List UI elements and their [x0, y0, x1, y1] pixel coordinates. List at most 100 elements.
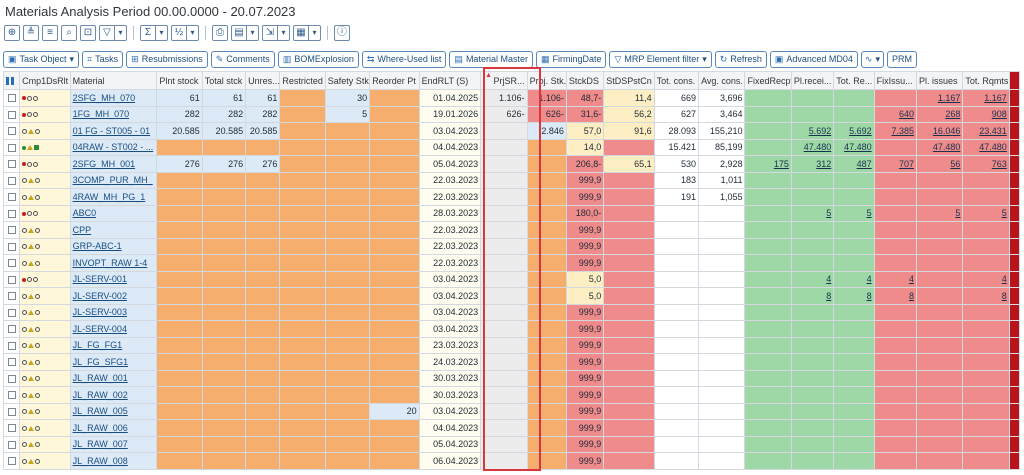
fixed-receipt-cell[interactable] — [744, 287, 792, 305]
table-row[interactable]: 04RAW - ST002 - ... 04.04.2023 14,0 15.421 8… — [2, 138, 1021, 156]
column-header[interactable]: Safety Stk — [324, 71, 371, 90]
fixed-issues-cell[interactable] — [873, 171, 917, 189]
total-requirements-cell-link[interactable]: 4 — [1001, 274, 1007, 285]
fixed-receipt-cell[interactable] — [744, 89, 792, 107]
table-row[interactable]: JL-SERV-002 03.04.2023 5,0 8 8 8 8 — [2, 287, 1021, 305]
total-requirements-cell[interactable] — [962, 353, 1010, 371]
planned-issues-cell[interactable] — [915, 303, 964, 321]
total-receipts-cell[interactable] — [833, 369, 875, 387]
fixed-receipt-cell[interactable] — [744, 435, 792, 453]
column-header[interactable]: StDSPstCn — [603, 71, 655, 90]
table-row[interactable]: 2SFG_MH_070 61 61 61 30 01.04.2025 1.106- 1.106… — [2, 89, 1021, 107]
fixed-receipt-cell[interactable] — [744, 270, 792, 288]
total-requirements-cell[interactable] — [962, 221, 1010, 239]
row-checkbox-cell[interactable] — [2, 402, 21, 420]
planned-receipt-cell[interactable] — [790, 254, 835, 272]
total-receipts-cell[interactable] — [833, 171, 875, 189]
planned-issues-cell[interactable]: 56 — [915, 155, 964, 173]
material-cell[interactable]: INVOPT_RAW 1-4 — [69, 254, 158, 272]
total-receipts-cell[interactable] — [833, 353, 875, 371]
fixed-issues-cell[interactable] — [873, 386, 917, 404]
planned-receipt-cell-link[interactable]: 312 — [816, 158, 832, 169]
fixed-receipt-cell[interactable] — [744, 452, 792, 470]
row-checkbox[interactable] — [7, 308, 16, 317]
row-checkbox[interactable] — [7, 242, 16, 251]
row-checkbox-cell[interactable] — [2, 452, 21, 470]
fixed-issues-cell[interactable]: 8 — [873, 287, 917, 305]
row-checkbox[interactable] — [7, 193, 16, 202]
fixed-receipt-cell[interactable] — [744, 122, 792, 140]
comments-button[interactable]: ✎ Comments — [210, 50, 275, 68]
fixed-issues-cell-link[interactable]: 4 — [908, 274, 914, 285]
fixed-receipt-cell-link[interactable]: 175 — [773, 158, 789, 169]
material-cell[interactable]: JL-SERV-002 — [69, 287, 158, 305]
total-requirements-cell[interactable]: 908 — [962, 105, 1010, 123]
total-receipts-cell[interactable] — [833, 336, 875, 354]
planned-receipt-cell[interactable]: 312 — [790, 155, 835, 173]
planned-receipt-cell[interactable] — [790, 336, 835, 354]
row-checkbox[interactable] — [7, 374, 16, 383]
planned-receipt-cell[interactable] — [790, 402, 835, 420]
table-row[interactable]: CPP 22.03.2023 999,9 — [2, 221, 1021, 239]
table-row[interactable]: JL_RAW_007 05.04.2023 999,9 — [2, 435, 1021, 453]
fixed-issues-cell[interactable] — [873, 435, 917, 453]
fixed-issues-cell[interactable] — [873, 138, 917, 156]
fixed-receipt-cell[interactable] — [744, 171, 792, 189]
row-checkbox-cell[interactable] — [2, 419, 21, 437]
material-cell[interactable]: JL_RAW_005 — [69, 402, 158, 420]
planned-issues-cell[interactable] — [915, 336, 964, 354]
planned-issues-cell-link[interactable]: 16.046 — [932, 125, 961, 136]
column-header[interactable]: Restricted — [279, 71, 326, 90]
row-checkbox-cell[interactable] — [2, 369, 21, 387]
row-checkbox[interactable] — [7, 226, 16, 235]
planned-issues-cell[interactable] — [915, 419, 964, 437]
fixed-issues-cell[interactable] — [873, 402, 917, 420]
planned-receipt-cell[interactable] — [790, 105, 835, 123]
search-icon[interactable]: ⌕ — [61, 24, 77, 41]
planned-receipt-cell[interactable] — [790, 303, 835, 321]
planned-issues-cell[interactable] — [915, 452, 964, 470]
column-header[interactable]: Pl. issues — [915, 71, 964, 90]
planned-issues-cell-link[interactable]: 47.480 — [932, 142, 961, 153]
total-requirements-cell[interactable] — [962, 254, 1010, 272]
row-checkbox[interactable] — [7, 259, 16, 268]
row-checkbox-cell[interactable] — [2, 171, 21, 189]
sum-menu[interactable]: Σ ▾ — [140, 24, 168, 41]
planned-issues-cell[interactable]: 47.480 — [915, 138, 964, 156]
total-requirements-cell[interactable] — [962, 402, 1010, 420]
row-checkbox[interactable] — [7, 176, 16, 185]
table-row[interactable]: JL_RAW_005 20 03.04.2023 999,9 — [2, 402, 1021, 420]
chevron-down-icon[interactable]: ▾ — [247, 24, 259, 41]
print-icon[interactable]: ⎙ — [212, 24, 228, 41]
fixed-receipt-cell[interactable] — [744, 369, 792, 387]
material-cell[interactable]: 01 FG - ST005 - 01 — [69, 122, 158, 140]
planned-receipt-cell[interactable] — [790, 221, 835, 239]
table-row[interactable]: INVOPT_RAW 1-4 22.03.2023 999,9 — [2, 254, 1021, 272]
total-receipts-cell[interactable] — [833, 419, 875, 437]
total-receipts-cell-link[interactable]: 8 — [866, 290, 872, 301]
subtotal-menu[interactable]: ½ ▾ — [171, 24, 199, 41]
total-receipts-cell-link[interactable]: 487 — [856, 158, 872, 169]
fixed-issues-cell[interactable] — [873, 303, 917, 321]
row-checkbox[interactable] — [7, 94, 16, 103]
material-cell-link[interactable]: JL_RAW_005 — [72, 406, 128, 417]
planned-receipt-cell[interactable] — [790, 237, 835, 255]
total-receipts-cell[interactable] — [833, 89, 875, 107]
total-requirements-cell-link[interactable]: 763 — [991, 158, 1007, 169]
column-header[interactable]: Pl.recei... — [790, 71, 835, 90]
material-cell-link[interactable]: 4RAW_MH_PG_1 — [72, 191, 146, 202]
planned-receipt-cell[interactable]: 47.480 — [790, 138, 835, 156]
material-cell-link[interactable]: JL_FG_FG1 — [72, 340, 123, 351]
row-checkbox-cell[interactable] — [2, 254, 21, 272]
fixed-issues-cell[interactable] — [873, 188, 917, 206]
planned-issues-cell[interactable] — [915, 435, 964, 453]
planned-issues-cell-link[interactable]: 5 — [955, 208, 961, 219]
fixed-issues-cell[interactable]: 707 — [873, 155, 917, 173]
material-cell-link[interactable]: 3COMP_PUR_MH_ — [72, 175, 153, 186]
planned-receipt-cell-link[interactable]: 5 — [826, 208, 832, 219]
column-header[interactable]: Cmp1DsRlt — [19, 71, 71, 90]
fixed-issues-cell[interactable] — [873, 353, 917, 371]
fixed-receipt-cell[interactable] — [744, 353, 792, 371]
row-checkbox-cell[interactable] — [2, 155, 21, 173]
total-requirements-cell-link[interactable]: 1.167 — [984, 92, 1007, 103]
